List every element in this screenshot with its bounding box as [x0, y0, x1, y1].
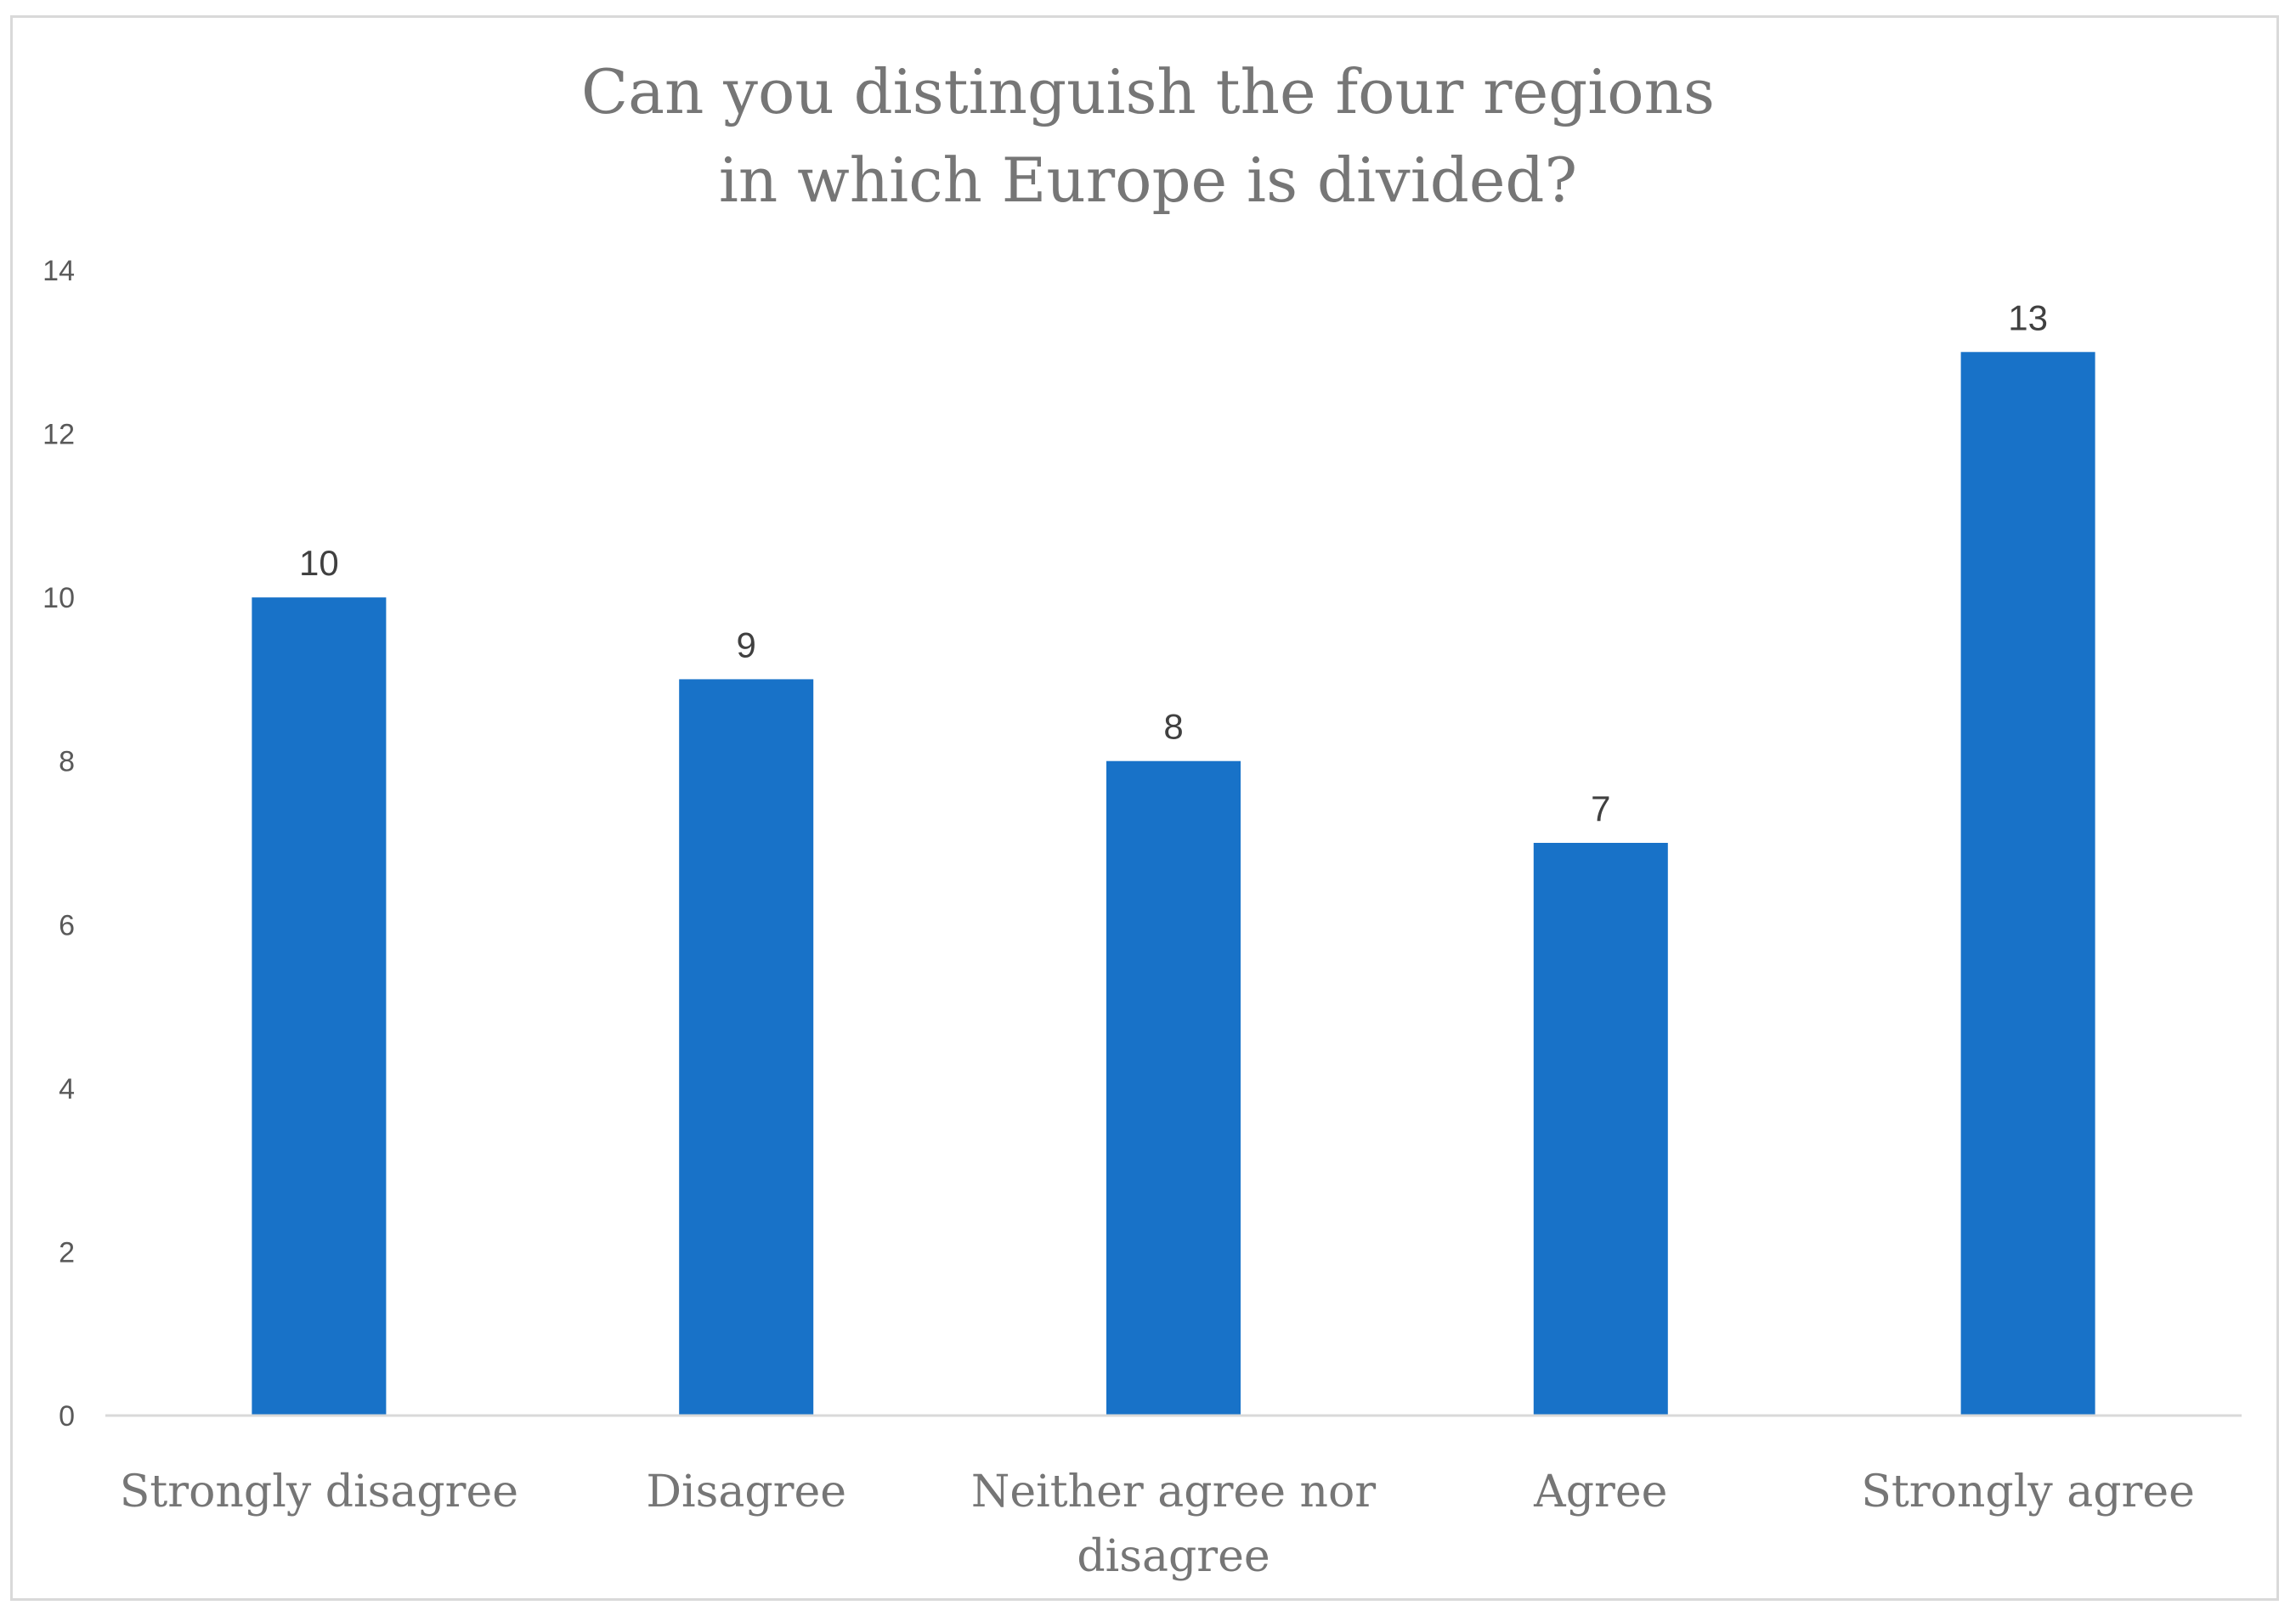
bar: [252, 597, 387, 1416]
x-tick-label: Neither agree nor: [971, 1467, 1376, 1517]
y-tick-label: 0: [59, 1400, 75, 1433]
data-labels: 10 9 8 7 13: [299, 297, 2048, 828]
bar: [1106, 760, 1241, 1416]
y-tick-label: 10: [42, 582, 75, 614]
chart-title: Can you distinguish the four regions in w…: [581, 56, 1715, 216]
data-label: 8: [1163, 707, 1183, 747]
y-tick-label: 8: [59, 746, 75, 778]
bar: [679, 679, 814, 1416]
y-tick-label: 12: [42, 419, 75, 451]
x-tick-label: Strongly disagree: [120, 1467, 518, 1517]
x-tick-label: Strongly agree: [1861, 1467, 2195, 1517]
x-tick-label: disagree: [1077, 1531, 1270, 1582]
y-tick-label: 4: [59, 1073, 75, 1105]
bars: [252, 352, 2095, 1416]
chart-title-line: Can you distinguish the four regions: [581, 56, 1715, 127]
bar: [1533, 843, 1668, 1416]
y-tick-label: 2: [59, 1236, 75, 1269]
x-tick-label: Agree: [1533, 1467, 1667, 1517]
chart-title-line: in which Europe is divided?: [719, 144, 1577, 216]
data-label: 13: [2008, 297, 2048, 337]
y-tick-label: 14: [42, 255, 75, 287]
x-axis: Strongly disagree Disagree Neither agree n…: [105, 1414, 2242, 1582]
x-tick-label: Disagree: [646, 1467, 846, 1517]
y-tick-label: 6: [59, 909, 75, 941]
data-label: 10: [299, 543, 339, 583]
data-label: 7: [1591, 788, 1610, 828]
bar: [1960, 352, 2095, 1416]
y-axis: 0 2 4 6 8 10 12 14: [42, 255, 75, 1433]
data-label: 9: [737, 624, 756, 664]
